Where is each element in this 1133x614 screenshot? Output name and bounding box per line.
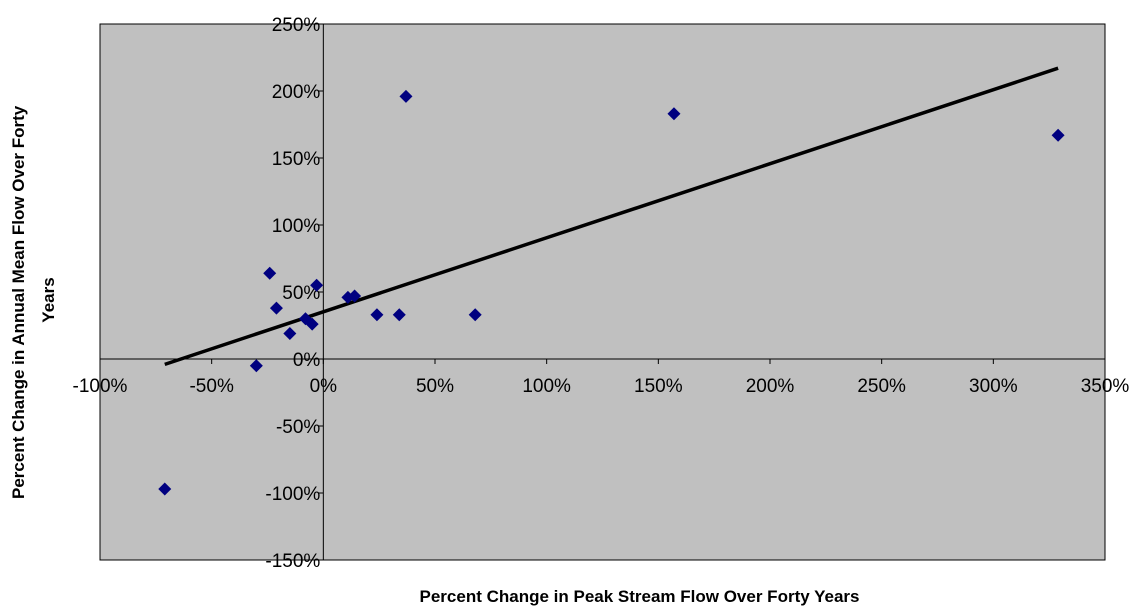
y-tick-label: -100% — [265, 484, 320, 505]
data-point — [370, 308, 384, 322]
x-tick-label: -50% — [189, 376, 233, 397]
x-tick-label: 150% — [634, 376, 683, 397]
data-point — [468, 308, 482, 322]
trendline — [164, 66, 1059, 367]
x-tick-label: 300% — [969, 376, 1018, 397]
x-axis-title: Percent Change in Peak Stream Flow Over … — [420, 587, 860, 606]
x-tick-label: 0% — [310, 376, 338, 397]
plot-area — [99, 23, 1106, 561]
y-tick-label: 250% — [272, 15, 321, 36]
x-tick-label: 350% — [1081, 376, 1130, 397]
data-point — [305, 317, 319, 331]
y-axis-title-line-1: Percent Change in Annual Mean Flow Over … — [9, 105, 28, 499]
x-tick-label: 200% — [746, 376, 795, 397]
data-points — [158, 89, 1065, 496]
data-point — [283, 327, 297, 341]
data-point — [263, 266, 277, 280]
data-point — [269, 301, 283, 315]
y-axis-ticks: -150% -100% -50% 0% 50% 100% 150% 200% 250% — [265, 15, 324, 572]
data-point — [158, 482, 172, 496]
y-tick-label: -150% — [265, 551, 320, 572]
y-tick-label: 100% — [272, 216, 321, 237]
data-point — [1051, 128, 1065, 142]
y-tick-label: 200% — [272, 82, 321, 103]
y-tick-label: 50% — [282, 283, 320, 304]
data-point — [249, 359, 263, 373]
x-axis-ticks: -100% -50% 0% 50% 100% 150% 200% 250% 300% 350% — [73, 359, 1130, 397]
data-point — [392, 308, 406, 322]
x-tick-label: 50% — [416, 376, 454, 397]
y-tick-label: 0% — [293, 350, 321, 371]
data-point — [348, 289, 362, 303]
x-tick-label: 250% — [857, 376, 906, 397]
y-axis-title-line-2: Years — [39, 277, 58, 322]
y-axis-title: Percent Change in Annual Mean Flow Over … — [9, 101, 58, 499]
y-tick-label: 150% — [272, 149, 321, 170]
data-point — [667, 107, 681, 121]
x-tick-label: 100% — [522, 376, 571, 397]
data-point — [399, 89, 413, 103]
data-point — [310, 278, 324, 292]
x-tick-label: -100% — [73, 376, 128, 397]
y-tick-label: -50% — [276, 417, 320, 438]
